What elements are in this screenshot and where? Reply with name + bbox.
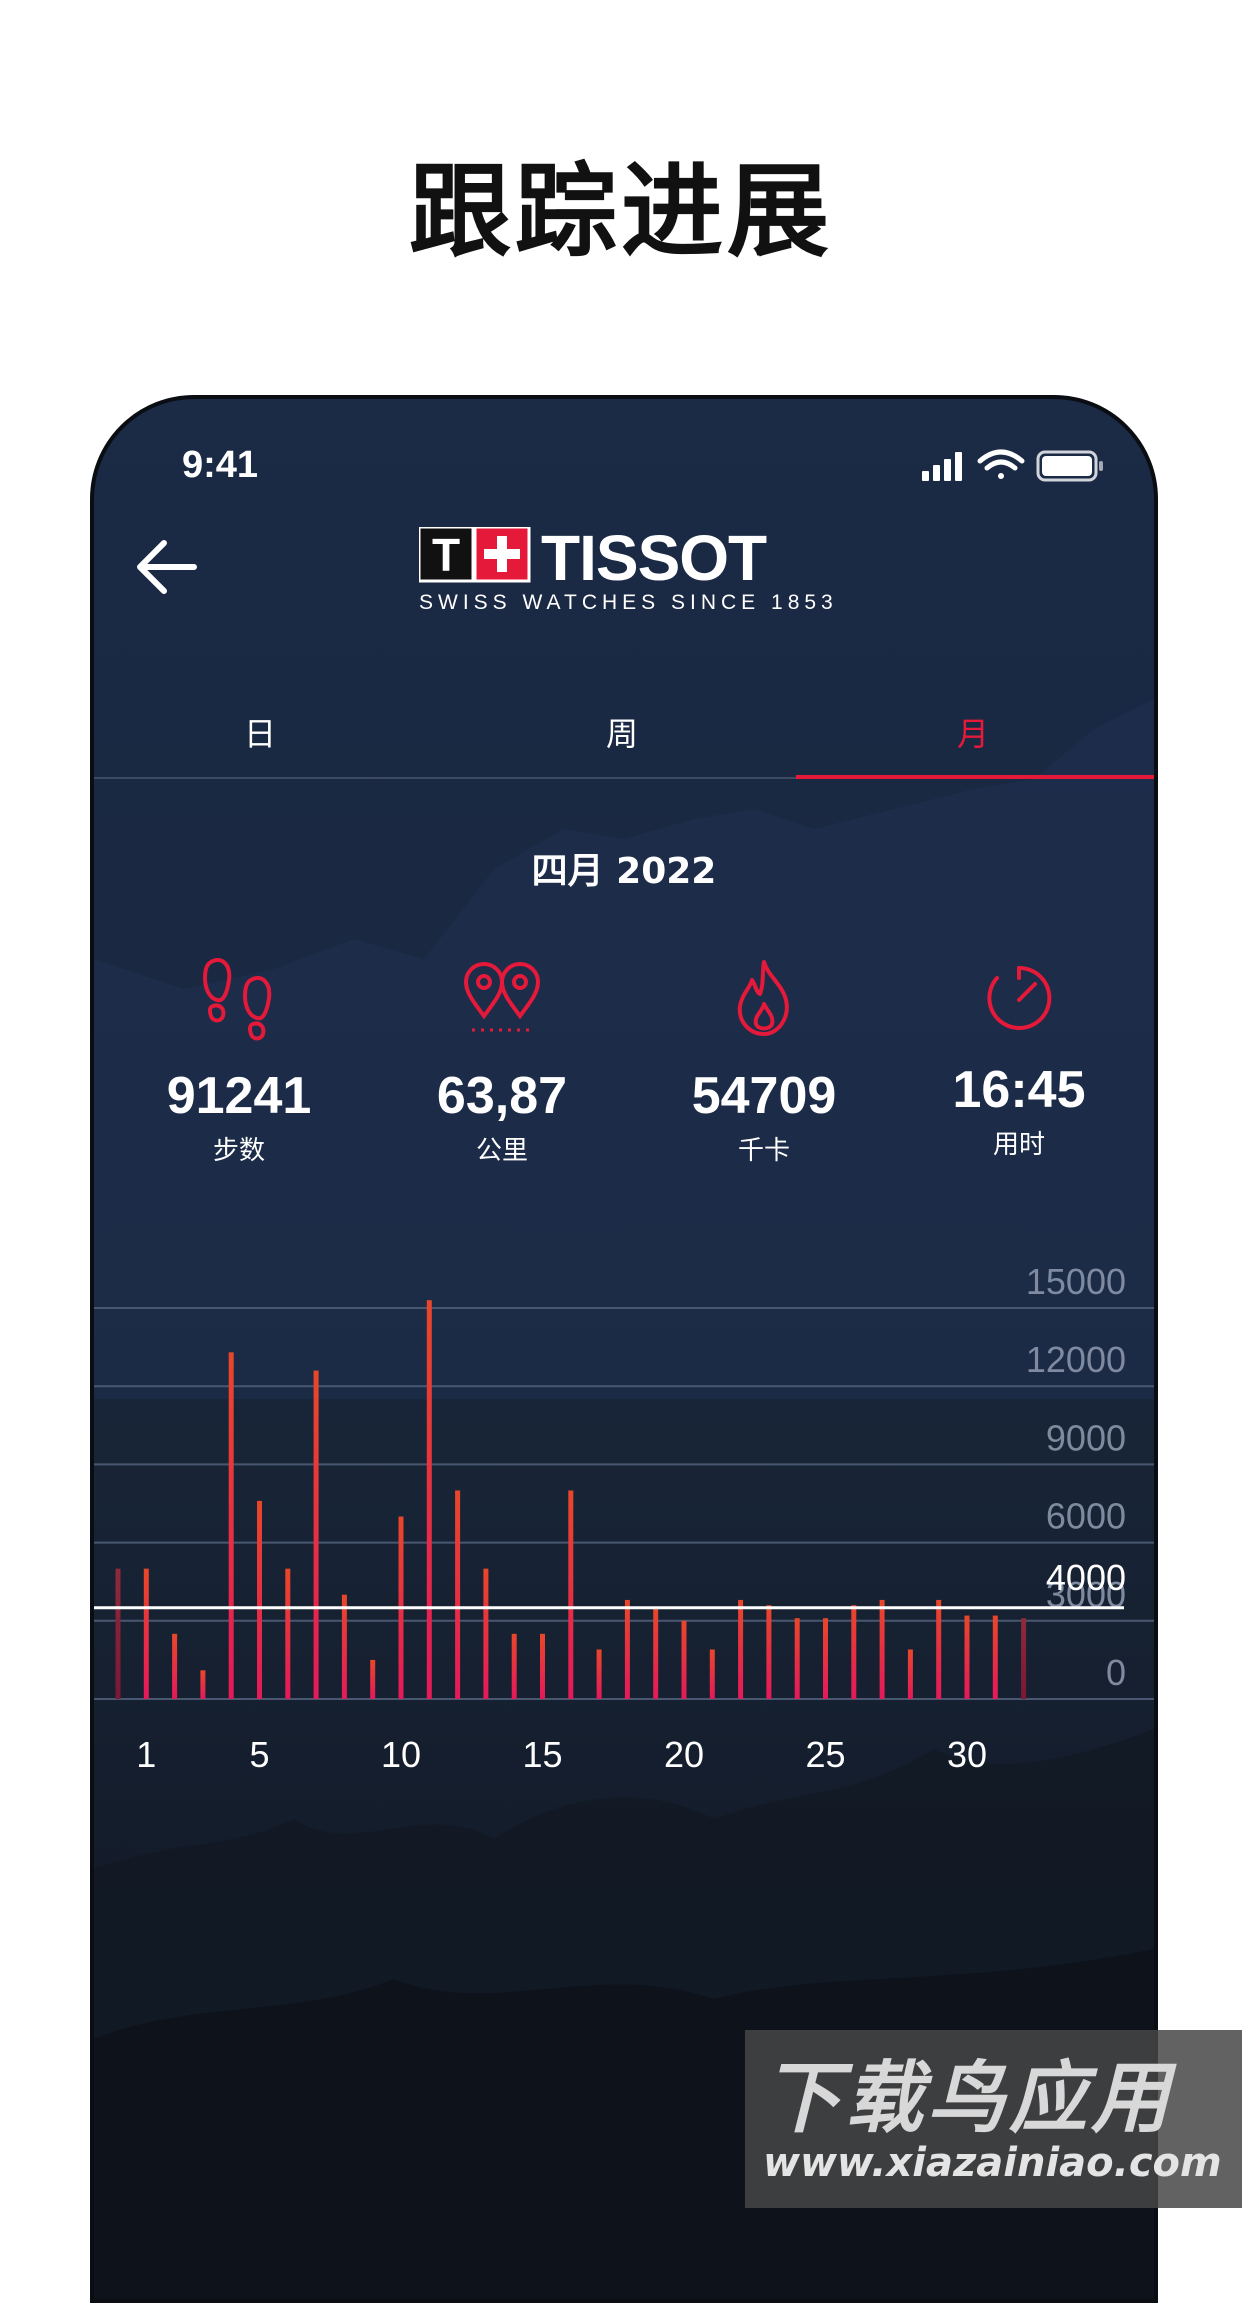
period-title: 四月 2022	[531, 851, 717, 892]
chart-bar	[1021, 1618, 1027, 1699]
x-tick-label: 5	[249, 1734, 269, 1775]
chart-bar	[766, 1605, 772, 1699]
tissot-logo: T TISSOT SWISS WATCHES SINCE 1853	[419, 522, 833, 617]
chart-bar	[228, 1352, 234, 1699]
y-tick-label: 9000	[1046, 1417, 1126, 1458]
chart-bar	[709, 1649, 715, 1699]
tab-divider	[94, 777, 1154, 779]
steps-value: 91241	[166, 1067, 312, 1125]
status-time: 9:41	[182, 444, 259, 486]
chart-bar	[200, 1670, 206, 1699]
chart-bar	[653, 1607, 659, 1699]
y-tick-label: 12000	[1026, 1339, 1126, 1380]
stat-duration: 16:45 用时	[894, 954, 1144, 1161]
y-tick-label: 6000	[1046, 1496, 1126, 1537]
wifi-icon	[977, 449, 1025, 479]
location-pins-icon	[463, 962, 541, 1032]
chart-bar	[511, 1633, 517, 1699]
phone-frame: 9:41	[90, 395, 1158, 2303]
flame-icon	[737, 960, 789, 1036]
chart-bar	[992, 1615, 998, 1699]
status-bar: 9:41	[94, 399, 1154, 539]
chart-bar	[540, 1633, 545, 1699]
stat-steps: 91241 步数	[114, 954, 364, 1167]
chart-bar	[907, 1649, 913, 1699]
chart-bar	[285, 1568, 291, 1699]
tab-week[interactable]: 周	[606, 715, 639, 753]
calories-label: 千卡	[737, 1136, 790, 1166]
arrow-left-icon	[137, 540, 197, 594]
chart-bar	[483, 1568, 489, 1699]
chart-bar	[681, 1620, 687, 1699]
chart-bar	[426, 1300, 432, 1699]
brand-name: TISSOT	[541, 522, 767, 594]
x-tick-label: 1	[136, 1734, 156, 1775]
chart-bar	[964, 1615, 970, 1699]
chart-bar	[143, 1568, 149, 1699]
chart-bar	[455, 1490, 461, 1699]
x-tick-label: 15	[522, 1734, 562, 1775]
cellular-signal-icon	[922, 452, 962, 481]
x-tick-label: 30	[947, 1734, 987, 1775]
duration-value: 16:45	[952, 1061, 1086, 1119]
tab-month[interactable]: 月	[957, 715, 990, 753]
headline: 跟踪进展	[409, 153, 833, 272]
duration-label: 用时	[992, 1130, 1045, 1160]
back-button[interactable]	[130, 527, 210, 607]
watermark-title: 下载鸟应用	[763, 2054, 1174, 2144]
brand-tagline: SWISS WATCHES SINCE 1853	[419, 591, 838, 614]
active-tab-indicator	[796, 775, 1154, 779]
footprints-icon	[202, 958, 272, 1041]
chart-bar	[313, 1370, 319, 1699]
y-tick-label: 0	[1106, 1652, 1126, 1693]
chart-bar	[115, 1568, 121, 1699]
chart-bar	[936, 1599, 942, 1699]
stat-calories: 54709 千卡	[639, 954, 889, 1167]
stat-distance: 63,87 公里	[377, 954, 627, 1167]
chart-bar	[794, 1618, 800, 1699]
chart-bar	[624, 1599, 630, 1699]
chart-bar	[851, 1605, 857, 1699]
chart-bar	[823, 1618, 828, 1699]
x-tick-label: 20	[664, 1734, 704, 1775]
chart-bar	[341, 1594, 347, 1699]
distance-label: 公里	[475, 1136, 528, 1166]
chart-bar	[596, 1649, 602, 1699]
x-tick-label: 10	[381, 1734, 421, 1775]
status-icons	[922, 447, 1112, 491]
calories-value: 54709	[691, 1067, 837, 1125]
x-tick-label: 25	[805, 1734, 845, 1775]
target-label: 4000	[1046, 1557, 1126, 1598]
period-tabs: 日 周 月	[94, 699, 1154, 777]
watermark-url: www.xiazainiao.com	[763, 2140, 1222, 2186]
chart-bar	[172, 1633, 178, 1699]
chart-bar	[738, 1599, 744, 1699]
battery-icon	[1036, 450, 1103, 482]
chart-bar	[879, 1599, 885, 1699]
tab-day[interactable]: 日	[244, 715, 277, 753]
steps-label: 步数	[212, 1136, 265, 1166]
timer-icon	[987, 965, 1052, 1030]
chart-bar	[370, 1659, 376, 1699]
svg-text:T: T	[432, 529, 460, 581]
chart-bar	[568, 1490, 574, 1699]
chart-bar	[257, 1500, 262, 1699]
y-tick-label: 15000	[1026, 1261, 1126, 1302]
distance-value: 63,87	[436, 1067, 568, 1125]
watermark-badge: 下载鸟应用 www.xiazainiao.com	[745, 2030, 1242, 2208]
tissot-cross-logo-icon: T	[419, 527, 531, 583]
